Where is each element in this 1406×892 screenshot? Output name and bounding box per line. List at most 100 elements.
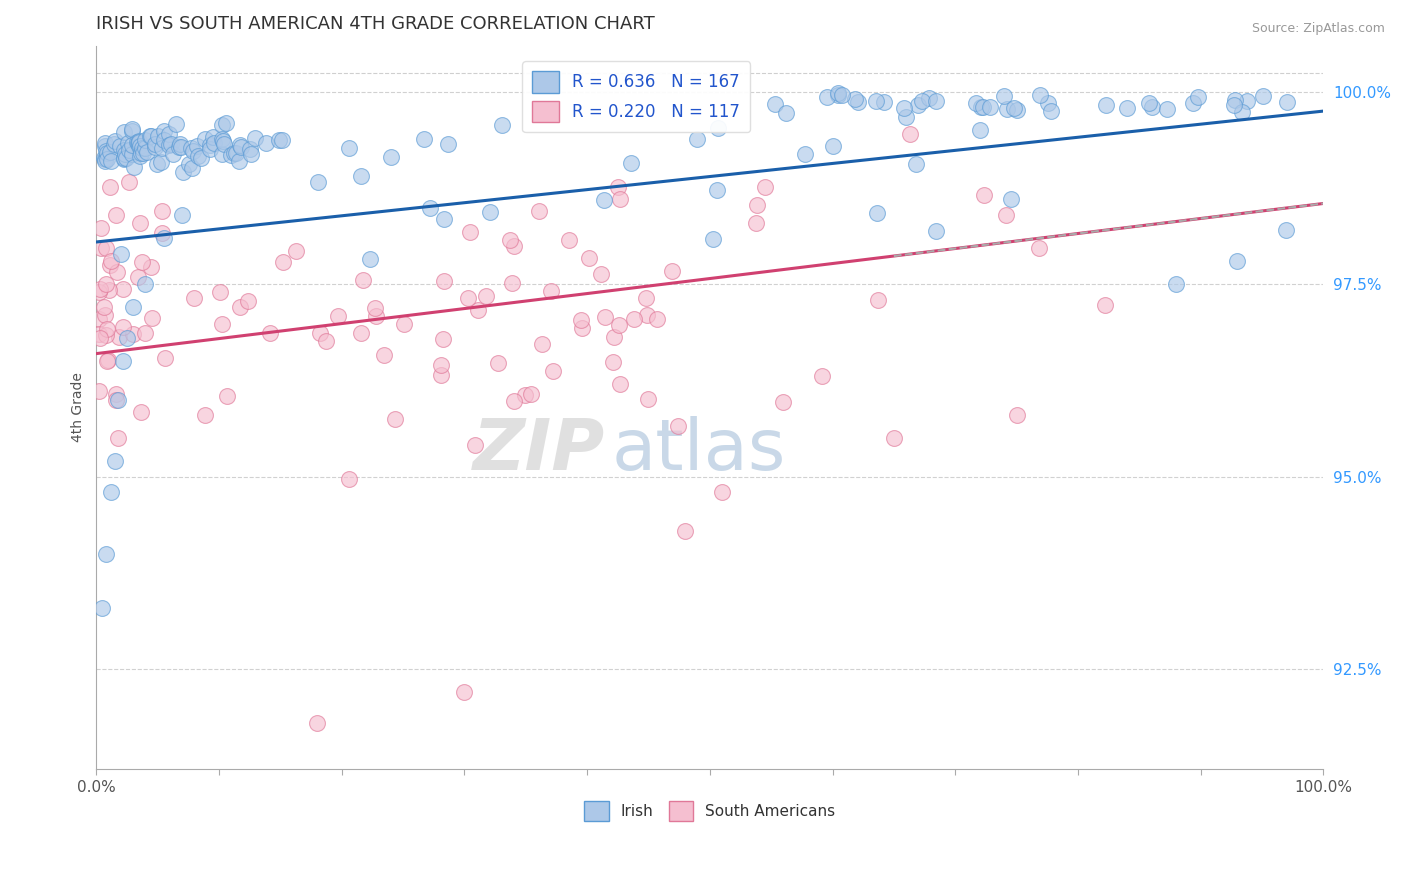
Point <box>129 404 152 418</box>
Point <box>172 165 194 179</box>
Point <box>228 138 250 153</box>
Point <box>893 101 915 115</box>
Point <box>177 157 200 171</box>
Point <box>429 368 451 382</box>
Point <box>104 134 127 148</box>
Point <box>98 180 121 194</box>
Point <box>844 92 866 106</box>
Point <box>105 264 128 278</box>
Point <box>894 110 917 124</box>
Point <box>225 146 247 161</box>
Point <box>122 160 145 174</box>
Point <box>571 321 593 335</box>
Point <box>211 147 233 161</box>
Point <box>89 331 111 345</box>
Point <box>143 140 166 154</box>
Point <box>180 141 202 155</box>
Point <box>104 454 127 468</box>
Text: atlas: atlas <box>612 417 786 485</box>
Point <box>502 238 524 252</box>
Point <box>187 149 209 163</box>
Point <box>810 369 832 384</box>
Point <box>285 244 308 259</box>
Point <box>994 208 1017 222</box>
Point <box>707 121 730 136</box>
Point <box>160 136 183 151</box>
Point <box>1094 298 1116 312</box>
Point <box>89 241 111 255</box>
Point <box>128 139 150 153</box>
Point <box>122 327 145 342</box>
Point <box>636 292 658 306</box>
Point <box>772 395 794 409</box>
Point <box>93 151 115 165</box>
Point <box>1005 103 1028 117</box>
Point <box>1000 192 1022 206</box>
Point <box>307 716 329 731</box>
Point <box>100 485 122 500</box>
Point <box>673 524 696 538</box>
Point <box>162 147 184 161</box>
Point <box>100 153 122 168</box>
Text: ZIP: ZIP <box>474 417 606 485</box>
Point <box>593 310 616 325</box>
Point <box>363 301 385 315</box>
Point <box>464 438 486 452</box>
Point <box>315 334 337 348</box>
Point <box>366 309 388 323</box>
Point <box>606 180 628 194</box>
Point <box>153 124 176 138</box>
Point <box>1005 408 1028 422</box>
Point <box>110 246 132 260</box>
Point <box>127 136 149 151</box>
Point <box>121 124 143 138</box>
Point <box>1164 277 1187 292</box>
Point <box>157 138 180 153</box>
Point <box>1115 101 1137 115</box>
Point <box>94 154 117 169</box>
Point <box>145 157 167 171</box>
Point <box>578 252 600 266</box>
Point <box>118 143 141 157</box>
Point <box>520 387 543 401</box>
Point <box>527 204 550 219</box>
Point <box>384 412 406 426</box>
Point <box>112 282 135 296</box>
Point <box>373 348 395 362</box>
Point <box>1236 94 1258 108</box>
Point <box>112 320 135 334</box>
Point <box>702 232 724 246</box>
Point <box>128 134 150 148</box>
Point <box>215 389 238 403</box>
Point <box>170 139 193 153</box>
Point <box>827 86 849 100</box>
Legend: Irish, South Americans: Irish, South Americans <box>578 795 842 827</box>
Point <box>117 136 139 150</box>
Point <box>429 358 451 372</box>
Point <box>1225 93 1247 107</box>
Point <box>432 332 454 346</box>
Point <box>413 132 436 146</box>
Point <box>458 226 481 240</box>
Point <box>131 145 153 160</box>
Point <box>121 137 143 152</box>
Point <box>94 139 117 153</box>
Point <box>995 102 1018 116</box>
Point <box>121 146 143 161</box>
Point <box>924 94 946 108</box>
Point <box>238 294 260 309</box>
Point <box>609 193 631 207</box>
Point <box>419 201 441 215</box>
Point <box>128 139 150 153</box>
Point <box>231 140 253 154</box>
Point <box>228 153 250 168</box>
Point <box>198 142 221 156</box>
Point <box>211 132 233 146</box>
Point <box>911 94 934 108</box>
Point <box>127 136 149 150</box>
Point <box>103 136 125 151</box>
Point <box>201 129 224 144</box>
Point <box>513 388 536 402</box>
Point <box>112 144 135 158</box>
Point <box>87 384 110 399</box>
